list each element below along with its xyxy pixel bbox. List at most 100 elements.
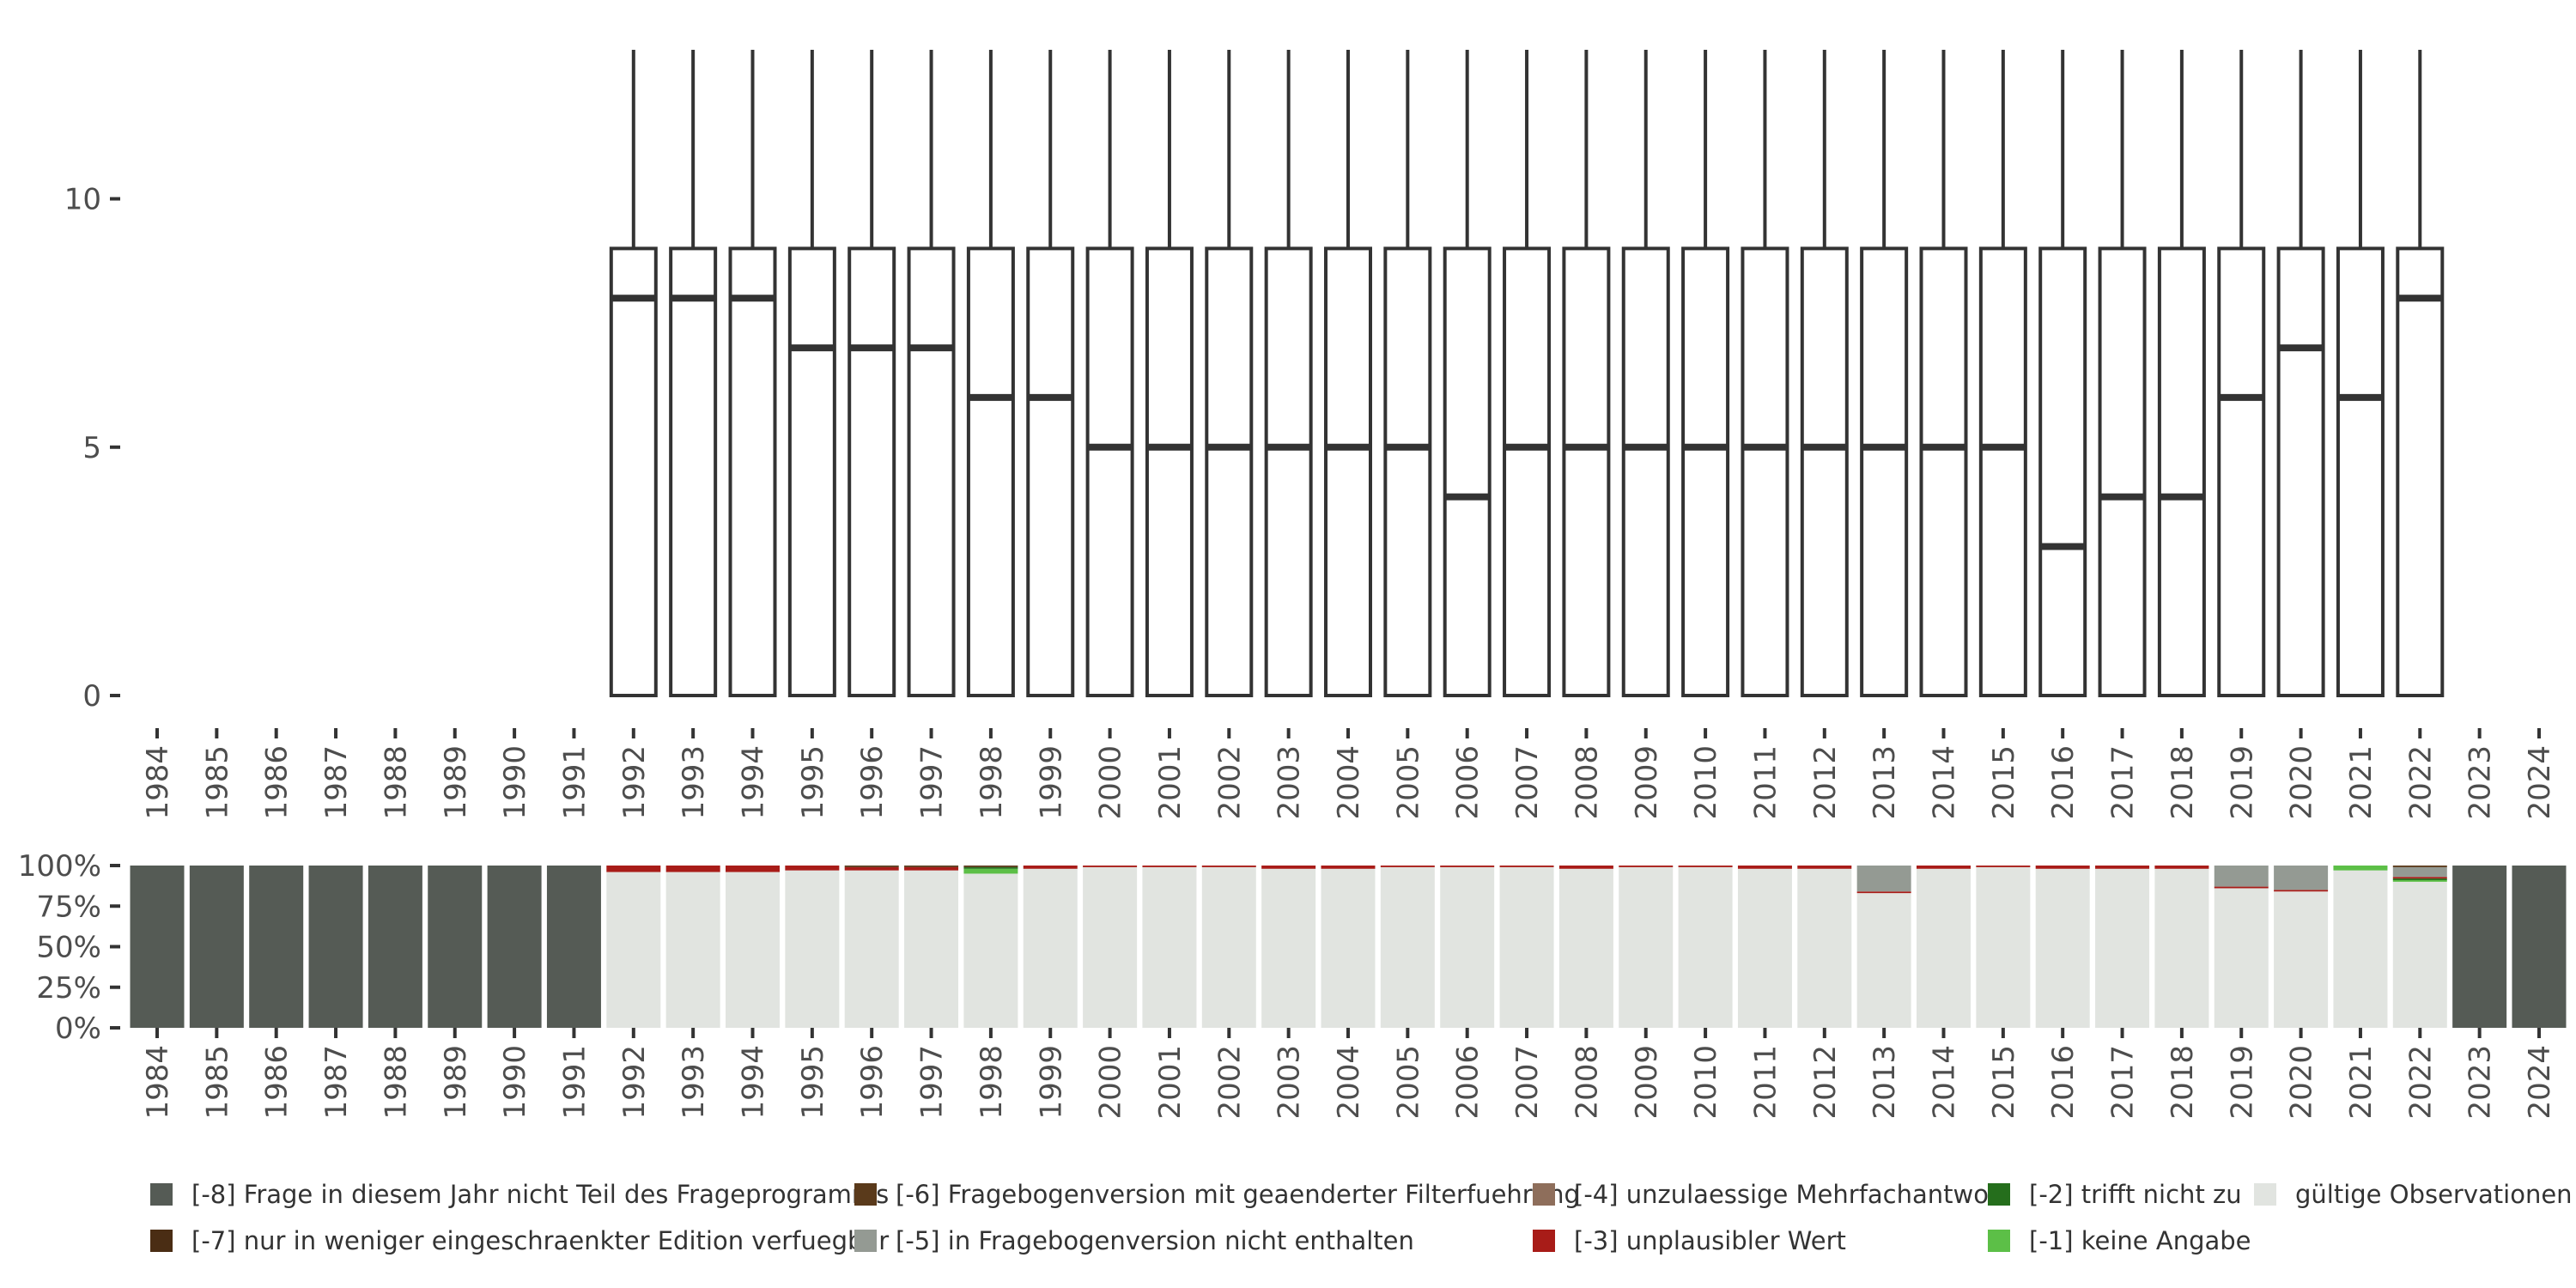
bar-x-tick-label: 2018 (2166, 1045, 2200, 1120)
box-x-tick-label: 2021 (2344, 745, 2379, 820)
bar-segment-m3-1996 (844, 866, 899, 871)
legend-swatch-m1 (1988, 1230, 2010, 1252)
bar-segment-m8-1984 (130, 866, 185, 1028)
legend-label-m5: [-5] in Fragebogenversion nicht enthalte… (896, 1226, 1414, 1255)
bar-segment-m3-2004 (1321, 866, 1376, 869)
bar-y-tick-label: 50% (36, 931, 101, 965)
bar-segment-m1-2022 (2392, 880, 2447, 882)
legend-label-m7: [-7] nur in weniger eingeschraenkter Edi… (191, 1226, 889, 1255)
bar-segment-m3-2005 (1380, 866, 1435, 867)
bar-segment-m8-1986 (249, 866, 304, 1028)
bar-segment-m3-2016 (2035, 866, 2090, 869)
bar-segment-valid-1999 (1023, 868, 1078, 1028)
box-x-tick-label: 2014 (1928, 745, 1962, 820)
box-1993 (669, 246, 718, 697)
box-x-tick-label: 2024 (2523, 745, 2557, 820)
bar-segment-valid-2016 (2035, 868, 2090, 1028)
bar-x-tick-label: 1991 (557, 1045, 592, 1120)
box-x-tick-label: 1989 (439, 745, 473, 820)
box-x-tick-label: 2000 (1094, 745, 1128, 820)
bar-y-tick-label: 100% (18, 849, 101, 884)
box-1995 (787, 246, 836, 697)
bar-segment-m3-2012 (1797, 866, 1852, 869)
bar-x-tick-label: 2006 (1451, 1045, 1485, 1120)
box-2003 (1264, 246, 1313, 697)
bar-segment-m8-1990 (487, 866, 542, 1028)
bar-segment-m3-2022 (2392, 877, 2447, 879)
box-2001 (1145, 246, 1194, 697)
box-x-tick-label: 1993 (677, 745, 711, 820)
bar-y-tick-label: 25% (36, 971, 101, 1005)
bar-segment-valid-2012 (1797, 868, 1852, 1028)
bar-segment-m6-1997 (904, 866, 959, 867)
box-x-tick-label: 1998 (975, 745, 1009, 820)
bar-segment-m5-2013 (1856, 866, 1911, 892)
bar-x-tick-label: 2005 (1391, 1045, 1425, 1120)
box-2015 (1978, 246, 2027, 697)
bar-segment-valid-2015 (1976, 866, 2031, 1028)
box-x-tick-label: 1986 (260, 745, 295, 820)
bar-segment-m5-2020 (2274, 866, 2329, 890)
legend-label-valid: gültige Observationen (2295, 1180, 2573, 1209)
bar-x-tick-label: 2004 (1332, 1045, 1366, 1120)
bar-x-tick-label: 1989 (439, 1045, 473, 1120)
legend-label-m3: [-3] unplausibler Wert (1574, 1226, 1846, 1255)
legend-swatch-m8 (150, 1183, 173, 1206)
box-y-tick-label: 0 (82, 679, 101, 714)
box-x-tick-label: 2019 (2225, 745, 2259, 820)
bar-segment-valid-1993 (665, 872, 720, 1028)
bar-segment-m3-2002 (1201, 866, 1256, 867)
bar-x-tick-label: 2015 (1987, 1045, 2021, 1120)
bar-segment-m2-1998 (963, 866, 1018, 869)
box-x-tick-label: 2007 (1510, 745, 1545, 820)
box-2004 (1324, 246, 1372, 697)
box-x-tick-label: 1985 (200, 745, 234, 820)
bar-segment-m3-1993 (665, 866, 720, 872)
bar-segment-m3-2014 (1917, 866, 1971, 869)
stacked-bar-panel: 0% 25% 50% 75% 100% 1984 1985 1986 1987 1988 1989 1… (18, 849, 2567, 1120)
box-x-tick-label: 1984 (141, 745, 175, 820)
bar-segment-valid-2009 (1619, 866, 1674, 1028)
box-x-tick-label: 2015 (1987, 745, 2021, 820)
bar-x-tick-label: 1998 (975, 1045, 1009, 1120)
bar-x-tick-label: 1986 (260, 1045, 295, 1120)
bar-x-tick-label: 2002 (1212, 1045, 1247, 1120)
bar-segment-valid-2010 (1678, 866, 1733, 1028)
bar-segment-m3-2008 (1558, 866, 1613, 869)
box-x-tick-label: 2003 (1273, 745, 1307, 820)
bar-segment-m8-1989 (428, 866, 483, 1028)
bar-segment-valid-2022 (2392, 881, 2447, 1028)
bar-segment-m3-1999 (1023, 866, 1078, 869)
bar-segment-m6-1996 (844, 866, 899, 867)
bar-segment-valid-2018 (2154, 868, 2209, 1028)
legend-label-m2: [-2] trifft nicht zu (2029, 1180, 2242, 1209)
box-x-tick-label: 1999 (1034, 745, 1068, 820)
box-x-tick-label: 2001 (1153, 745, 1188, 820)
bar-segment-m5-2019 (2214, 866, 2269, 887)
bar-segment-valid-1997 (904, 870, 959, 1028)
bar-segment-m3-1995 (785, 866, 840, 871)
bar-x-tick-label: 2016 (2046, 1045, 2081, 1120)
box-x-tick-label: 1991 (557, 745, 592, 820)
box-x-tick-label: 2008 (1570, 745, 1604, 820)
box-2010 (1681, 246, 1730, 697)
box-2008 (1562, 246, 1611, 697)
box-x-tick-label: 1997 (915, 745, 950, 820)
bar-segment-m8-1985 (189, 866, 244, 1028)
bar-x-tick-label: 2013 (1868, 1045, 1902, 1120)
box-2007 (1503, 246, 1552, 697)
box-1999 (1026, 246, 1075, 697)
bar-x-tick-label: 1984 (141, 1045, 175, 1120)
box-y-tick-label: 10 (64, 183, 101, 217)
bar-x-tick-label: 1985 (200, 1045, 234, 1120)
bar-x-tick-label: 1999 (1034, 1045, 1068, 1120)
box-x-tick-label: 2006 (1451, 745, 1485, 820)
legend-swatch-valid (2254, 1183, 2276, 1206)
box-x-tick-label: 2010 (1689, 745, 1723, 820)
box-2006 (1443, 246, 1492, 697)
box-2014 (1919, 246, 1968, 697)
box-2021 (2336, 246, 2385, 697)
boxplot-panel: 0 5 10 1984 1985 1986 1987 1988 1989 1990 1991 1992… (64, 50, 2557, 820)
box-1996 (848, 246, 896, 697)
box-x-tick-label: 2016 (2046, 745, 2081, 820)
